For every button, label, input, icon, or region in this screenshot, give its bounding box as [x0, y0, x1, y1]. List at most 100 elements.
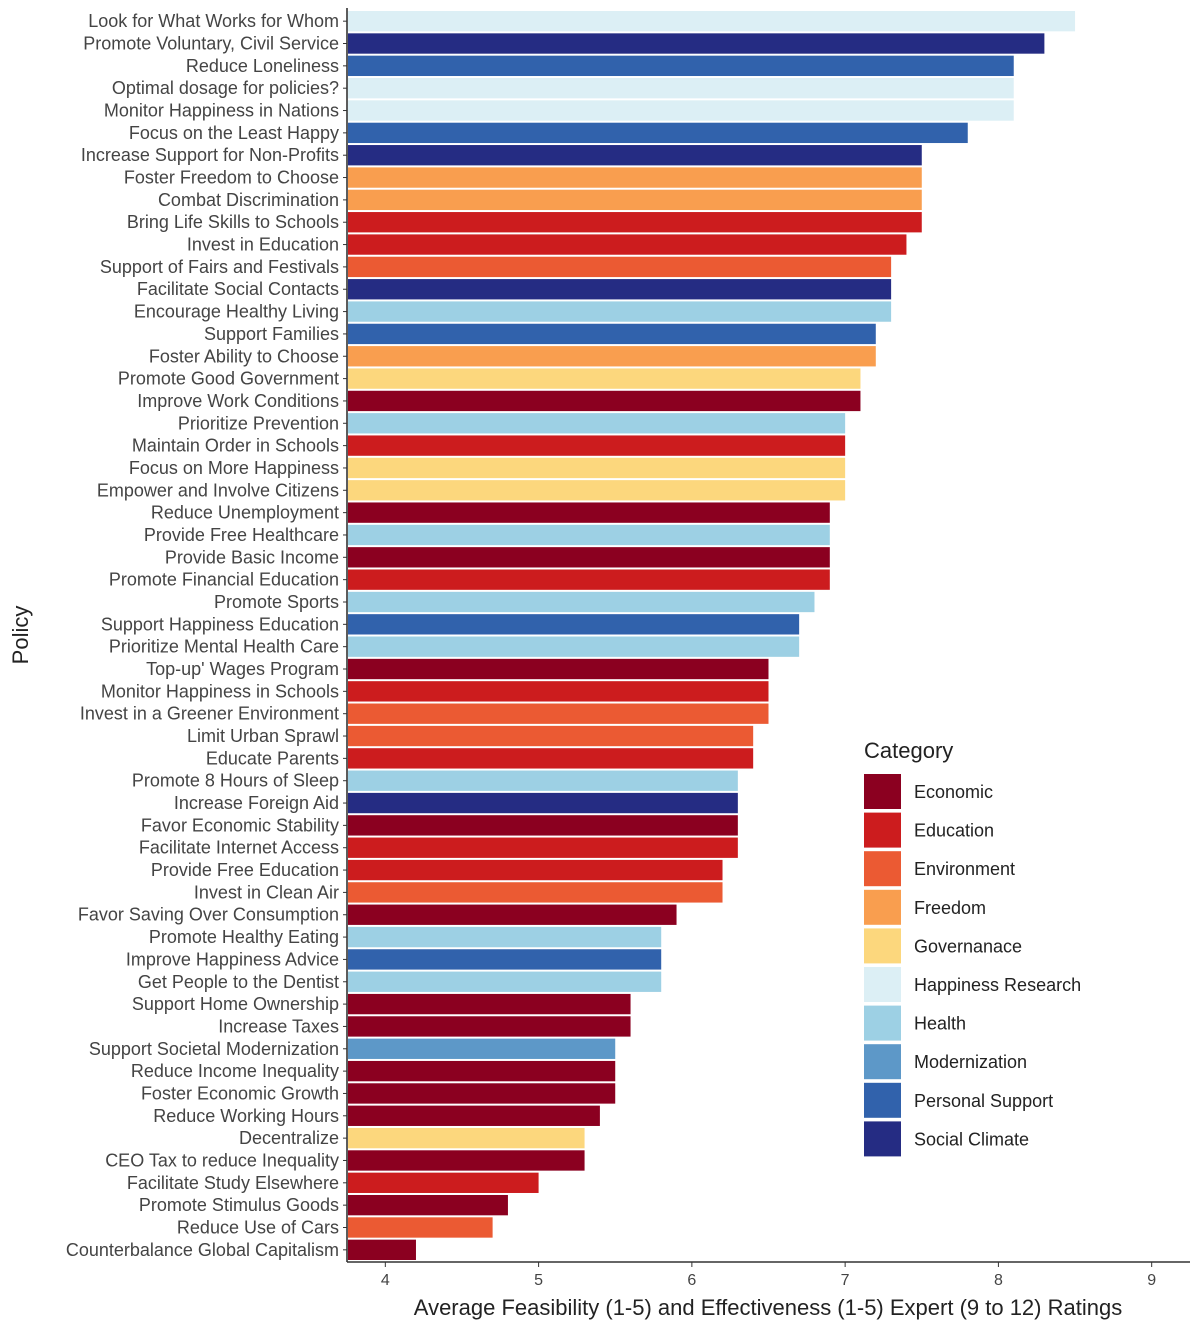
bar	[348, 234, 907, 255]
legend-label: Freedom	[914, 898, 986, 918]
y-tick-label: Increase Foreign Aid	[174, 793, 339, 813]
legend: Category Economic Education Environment Fre…	[864, 738, 1081, 1157]
y-tick-label: Facilitate Internet Access	[139, 838, 339, 858]
bar	[348, 859, 723, 881]
bar	[348, 882, 723, 903]
bar	[348, 1016, 631, 1037]
bar	[348, 1127, 585, 1149]
y-tick-label: Support Home Ownership	[132, 994, 339, 1014]
y-tick-label: Empower and Involve Citizens	[97, 480, 339, 500]
y-tick-label: Promote Financial Education	[109, 570, 339, 590]
legend-label: Happiness Research	[914, 975, 1081, 995]
bar	[348, 122, 968, 144]
legend-swatch	[864, 1121, 901, 1157]
bar	[348, 681, 769, 702]
legend-label: Environment	[914, 859, 1015, 879]
y-tick-label: Provide Free Education	[151, 860, 339, 880]
bar	[348, 502, 830, 523]
y-tick-label: Prioritize Prevention	[178, 413, 339, 433]
y-tick-label: Facilitate Social Contacts	[137, 279, 339, 299]
bar	[348, 346, 876, 367]
bar	[348, 480, 846, 501]
legend-swatch	[864, 1082, 901, 1118]
bars-layer	[348, 11, 1076, 1260]
x-tick-label: 8	[994, 1272, 1003, 1289]
y-tick-label: Favor Economic Stability	[141, 815, 339, 835]
y-axis-title: Policy	[8, 606, 33, 665]
y-tick-label: Maintain Order in Schools	[132, 436, 339, 456]
y-tick-label: Encourage Healthy Living	[134, 302, 339, 322]
bar	[348, 145, 922, 166]
y-tick-label: Promote Sports	[214, 592, 339, 612]
bar	[348, 1038, 616, 1059]
x-axis-ticks: 4 5 6 7 8 9	[381, 1262, 1156, 1289]
bar	[348, 1105, 600, 1126]
y-tick-label: Provide Basic Income	[165, 547, 339, 567]
bar	[348, 189, 922, 211]
bar	[348, 569, 830, 590]
legend-label: Education	[914, 821, 994, 841]
y-tick-label: Optimal dosage for policies?	[112, 78, 339, 98]
bar	[348, 792, 738, 814]
y-tick-label: Get People to the Dentist	[138, 972, 339, 992]
y-tick-label: Promote Voluntary, Civil Service	[83, 34, 339, 54]
bar	[348, 33, 1045, 54]
y-tick-label: Foster Ability to Choose	[149, 346, 339, 366]
y-tick-label: Promote Healthy Eating	[149, 927, 339, 947]
legend-swatch	[864, 928, 901, 964]
bar	[348, 748, 754, 769]
y-tick-label: Provide Free Healthcare	[144, 525, 339, 545]
bar	[348, 301, 892, 322]
bar	[348, 78, 1014, 99]
bar	[348, 949, 662, 970]
bar	[348, 1217, 493, 1238]
x-axis-title: Average Feasibility (1-5) and Effectiven…	[414, 1295, 1122, 1320]
bar	[348, 435, 846, 456]
legend-title: Category	[864, 738, 953, 763]
y-tick-label: Top-up' Wages Program	[146, 659, 339, 679]
y-tick-label: Support of Fairs and Festivals	[100, 257, 339, 277]
y-tick-label: Promote Good Government	[118, 369, 339, 389]
bar	[348, 1060, 616, 1082]
y-tick-label: Support Societal Modernization	[89, 1039, 339, 1059]
y-tick-label: Facilitate Study Elsewhere	[127, 1173, 339, 1193]
bar	[348, 971, 662, 992]
y-tick-label: Reduce Loneliness	[186, 56, 339, 76]
bar	[348, 100, 1014, 121]
bar	[348, 256, 892, 278]
bar	[348, 457, 846, 479]
y-tick-label: Combat Discrimination	[158, 190, 339, 210]
y-tick-label: Bring Life Skills to Schools	[127, 212, 339, 232]
bar	[348, 837, 738, 858]
y-tick-label: Focus on More Happiness	[129, 458, 339, 478]
legend-label: Personal Support	[914, 1091, 1053, 1111]
bar	[348, 815, 738, 836]
y-tick-label: Monitor Happiness in Nations	[104, 101, 339, 121]
bar	[348, 904, 677, 925]
legend-label: Health	[914, 1014, 966, 1034]
bar	[348, 279, 892, 300]
bar	[348, 368, 861, 389]
x-tick-label: 4	[381, 1272, 390, 1289]
bar	[348, 1239, 416, 1260]
y-tick-label: Look for What Works for Whom	[88, 11, 339, 31]
y-tick-label: Invest in Education	[187, 235, 339, 255]
bar	[348, 926, 662, 948]
bar	[348, 636, 800, 657]
y-tick-label: Increase Taxes	[218, 1016, 339, 1036]
bar	[348, 1083, 616, 1104]
bar	[348, 524, 830, 546]
legend-label: Social Climate	[914, 1129, 1029, 1149]
y-tick-label: Promote Stimulus Goods	[139, 1195, 339, 1215]
bar	[348, 413, 846, 434]
y-tick-label: Focus on the Least Happy	[129, 123, 339, 143]
bar	[348, 993, 631, 1015]
y-tick-label: Support Happiness Education	[101, 614, 339, 634]
x-tick-label: 5	[534, 1272, 543, 1289]
legend-swatch	[864, 1005, 901, 1041]
bar	[348, 11, 1076, 32]
x-tick-label: 7	[841, 1272, 850, 1289]
y-tick-label: Monitor Happiness in Schools	[101, 681, 339, 701]
y-tick-label: Foster Freedom to Choose	[124, 168, 339, 188]
bar	[348, 1194, 508, 1216]
